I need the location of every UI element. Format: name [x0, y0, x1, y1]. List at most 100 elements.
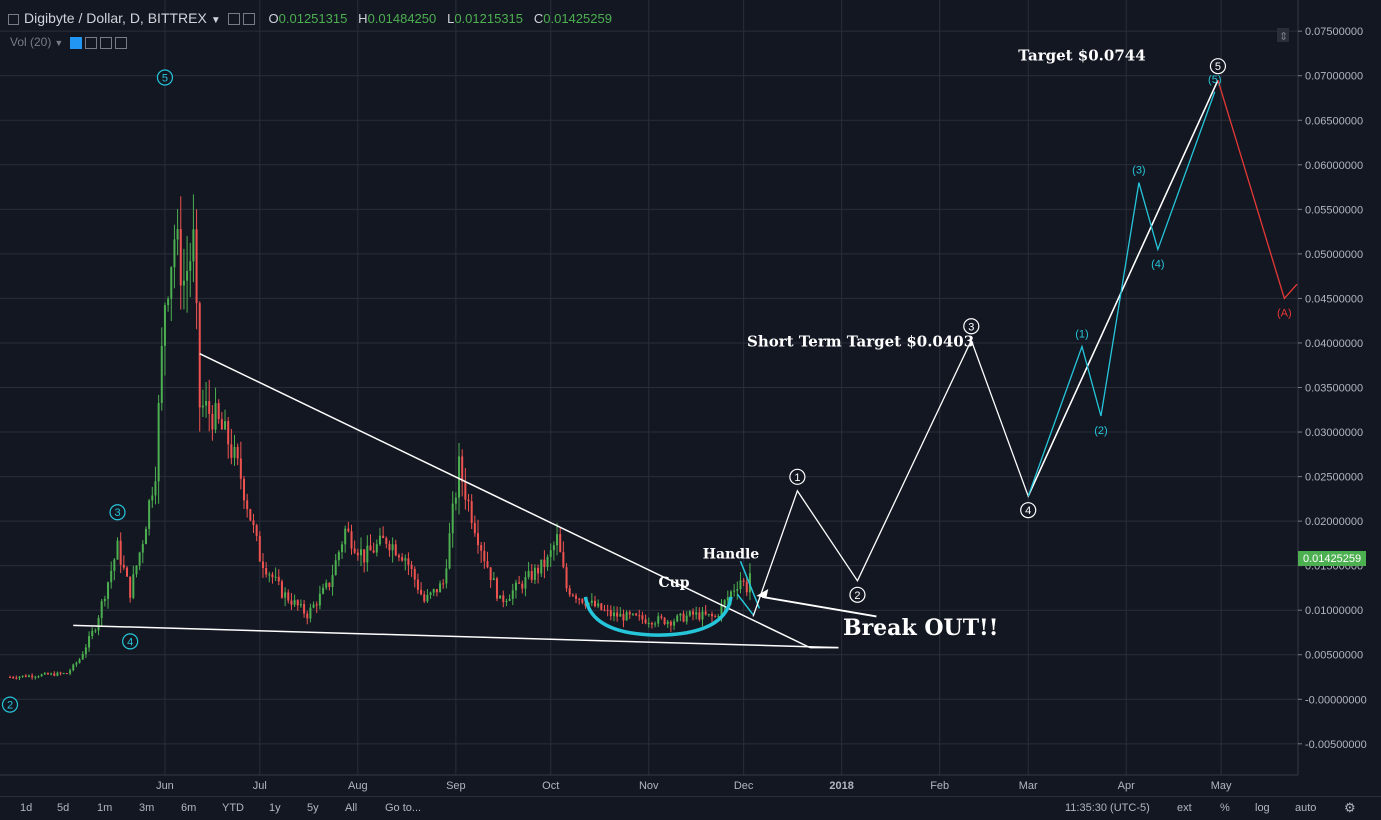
- candle-body: [170, 267, 173, 299]
- candle-body: [195, 229, 198, 304]
- settings-icon[interactable]: ⇕: [1277, 28, 1289, 43]
- percent-button[interactable]: %: [1220, 802, 1230, 814]
- price-axis-bg[interactable]: [1298, 0, 1381, 796]
- candle-body: [448, 533, 451, 569]
- candle-body: [445, 568, 448, 584]
- candle-body: [685, 615, 688, 622]
- range-ytd[interactable]: YTD: [222, 802, 244, 814]
- candle-body: [198, 303, 201, 408]
- range-1d[interactable]: 1d: [20, 802, 33, 814]
- candle-body: [138, 552, 141, 566]
- cyan-wave-label: (3): [1132, 165, 1145, 177]
- trendline: [199, 352, 811, 649]
- candle-body: [296, 600, 299, 606]
- candle-body: [214, 403, 217, 430]
- range-5d[interactable]: 5d: [57, 802, 70, 814]
- y-tick-label: -0.00500000: [1305, 739, 1367, 751]
- price-axis: 0.07500000 0.07000000 0.06500000 0.06000000…: [1298, 26, 1367, 751]
- candle-body: [220, 419, 223, 430]
- cup-curve: [583, 596, 733, 637]
- candle-body: [654, 623, 657, 625]
- x-tick-label: Jun: [156, 780, 174, 792]
- candle-body: [103, 598, 106, 602]
- projection-red: [1217, 79, 1298, 300]
- candle-body: [495, 578, 498, 599]
- goto-button[interactable]: Go to...: [385, 802, 422, 814]
- candle-body: [189, 261, 192, 271]
- x-tick-label: Jul: [253, 780, 267, 792]
- y-tick-label: 0.02000000: [1305, 516, 1363, 528]
- candle-body: [692, 611, 695, 615]
- candle-body: [477, 533, 479, 546]
- y-tick-label: 0.06500000: [1305, 115, 1363, 127]
- range-3m[interactable]: 3m: [139, 802, 155, 814]
- trendline: [73, 624, 839, 649]
- time-axis[interactable]: Jun Jul Aug Sep Oct Nov Dec 2018 Feb Mar Apr May: [156, 780, 1232, 792]
- candle-body: [236, 446, 239, 459]
- candle-body: [246, 500, 249, 510]
- candle-body: [682, 613, 685, 622]
- eye-icon[interactable]: [69, 36, 82, 49]
- candle-body: [119, 540, 122, 565]
- candle-body: [303, 604, 306, 614]
- candle-body: [62, 673, 65, 675]
- candle-body: [597, 603, 600, 607]
- low-label: L: [447, 11, 455, 26]
- candle-body: [600, 603, 603, 610]
- candle-body: [322, 587, 325, 594]
- candle-body: [353, 548, 356, 553]
- candle-body: [122, 564, 125, 568]
- ext-button[interactable]: ext: [1177, 802, 1192, 814]
- candle-body: [679, 613, 682, 616]
- candle-body: [15, 677, 18, 679]
- bottom-toolbar: 1d 5d 1m 3m 6m YTD 1y 5y All Go to... 11…: [0, 796, 1381, 820]
- candle-body: [252, 520, 255, 526]
- candle-body: [363, 549, 366, 563]
- candle-body: [432, 589, 435, 593]
- range-1m[interactable]: 1m: [97, 802, 113, 814]
- log-button[interactable]: log: [1255, 802, 1270, 814]
- candle-body: [299, 604, 302, 606]
- candle-body: [65, 673, 68, 675]
- wave-label-circle: [109, 504, 126, 521]
- candle-body: [647, 623, 650, 625]
- x-tick-label: Oct: [542, 780, 559, 792]
- candle-body: [733, 590, 736, 592]
- range-all[interactable]: All: [345, 802, 358, 814]
- gear-icon[interactable]: ⚙: [1344, 800, 1356, 815]
- candle-body: [75, 662, 78, 665]
- projection-wave-label: 3: [968, 321, 974, 333]
- range-5y[interactable]: 5y: [307, 802, 319, 814]
- wave-label-circle: [122, 633, 139, 650]
- close-icon[interactable]: [114, 36, 127, 49]
- candle-body: [426, 594, 429, 602]
- candle-body: [378, 535, 381, 545]
- volume-indicator[interactable]: Vol (20) ▼: [10, 35, 127, 49]
- gear-icon[interactable]: [84, 36, 97, 49]
- range-1y[interactable]: 1y: [269, 802, 281, 814]
- settings-icon[interactable]: [242, 13, 255, 26]
- symbol-title[interactable]: Digibyte / Dollar, D, BITTREX: [24, 10, 207, 26]
- close-value: 0.01425259: [543, 11, 612, 26]
- candle-body: [110, 570, 113, 583]
- dropdown-icon[interactable]: ▼: [210, 15, 221, 26]
- format-icon[interactable]: [227, 13, 240, 26]
- candle-body: [537, 567, 540, 574]
- candles: [9, 194, 751, 681]
- auto-button[interactable]: auto: [1295, 802, 1317, 814]
- range-6m[interactable]: 6m: [181, 802, 197, 814]
- candle-body: [552, 545, 555, 551]
- candle-body: [527, 571, 530, 578]
- plus-icon[interactable]: [99, 36, 112, 49]
- dropdown-icon[interactable]: ▼: [54, 38, 64, 48]
- candle-body: [486, 561, 489, 568]
- candle-body: [666, 621, 669, 625]
- candle-body: [628, 612, 631, 615]
- candle-body: [707, 614, 710, 616]
- candle-body: [606, 609, 609, 611]
- candle-body: [81, 654, 84, 660]
- candle-body: [514, 582, 517, 591]
- candle-body: [625, 612, 628, 621]
- collapse-icon[interactable]: [8, 13, 19, 25]
